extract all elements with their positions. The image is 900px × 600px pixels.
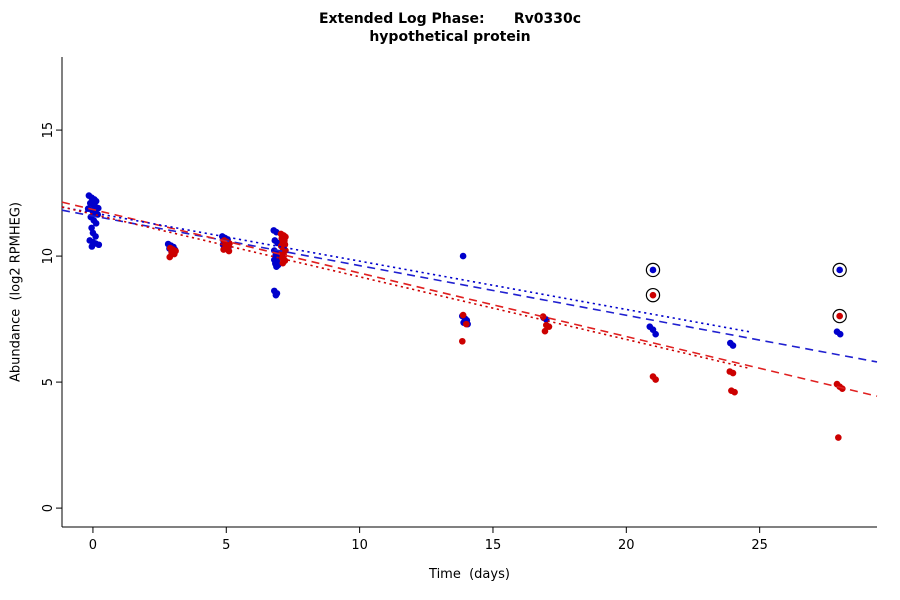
chart-title: Extended Log Phase: Rv0330c hypothetical…: [0, 10, 900, 46]
y-tick-label: 5: [41, 378, 56, 386]
y-tick-label: 15: [41, 122, 56, 139]
chart-title-line2: hypothetical protein: [369, 29, 531, 45]
red-dashed-trendline: [61, 201, 878, 397]
red-point: [541, 327, 549, 335]
x-axis-label: Time (days): [429, 567, 510, 582]
blue-point: [272, 291, 280, 299]
circled-point: [836, 266, 843, 274]
blue-point: [92, 233, 99, 240]
blue-dashed-trendline: [61, 209, 878, 363]
red-point: [729, 369, 737, 377]
blue-point: [273, 263, 280, 270]
red-point: [539, 313, 547, 320]
chart-title-line1: Extended Log Phase: Rv0330c: [318, 11, 582, 27]
x-tick-label: 0: [89, 538, 97, 553]
blue-point: [652, 330, 659, 338]
outlier-ring: [832, 308, 847, 324]
red-point: [462, 320, 470, 328]
outlier-ring: [645, 287, 661, 303]
y-tick-label: 10: [41, 248, 56, 265]
blue-point: [88, 224, 95, 232]
red-point: [220, 246, 227, 253]
red-point: [166, 253, 174, 261]
y-axis-label: Abundance (log2 RPMHEG): [8, 201, 24, 383]
x-tick-label: 25: [751, 538, 768, 553]
circled-point: [649, 291, 657, 299]
x-tick-label: 15: [485, 538, 502, 553]
blue-point: [95, 241, 103, 249]
blue-point: [729, 342, 737, 349]
red-point: [652, 376, 659, 383]
red-point: [279, 259, 287, 267]
x-tick-label: 5: [222, 538, 230, 553]
blue-point: [836, 330, 844, 338]
blue-point: [92, 220, 100, 227]
red-point: [458, 337, 466, 345]
outlier-ring: [832, 262, 847, 278]
x-tick-label: 10: [351, 538, 368, 553]
blue-point: [459, 252, 467, 260]
red-point: [731, 388, 738, 396]
red-point: [225, 247, 233, 255]
x-tick-label: 20: [618, 538, 635, 553]
circled-point: [836, 312, 843, 320]
blue-dotted-trendline: [61, 206, 750, 333]
circled-point: [649, 266, 657, 274]
outlier-ring: [645, 262, 661, 278]
blue-point: [88, 243, 96, 250]
red-point: [835, 434, 842, 441]
red-dotted-trendline: [61, 206, 750, 370]
red-point: [545, 323, 553, 330]
red-point: [459, 311, 467, 319]
y-tick-label: 0: [41, 504, 56, 512]
